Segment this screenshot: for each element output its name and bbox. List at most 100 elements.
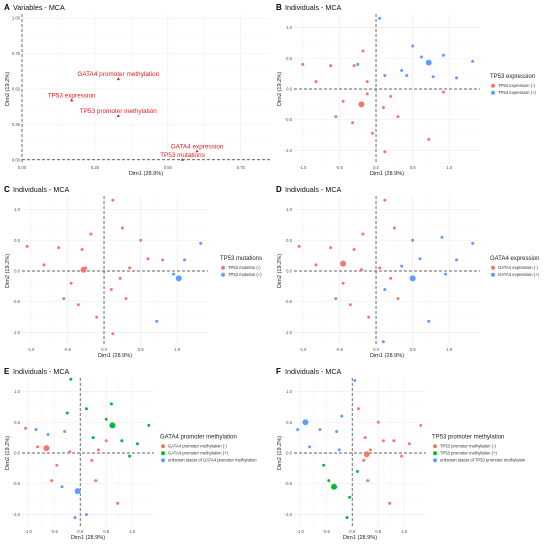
- x-tick-label: 1.0: [129, 529, 135, 534]
- individual-point: [109, 287, 113, 291]
- legend-key: [161, 451, 165, 456]
- y-tick-label: -1.0: [13, 512, 21, 517]
- individual-point: [381, 340, 385, 344]
- y-tick-label: 0.50: [12, 87, 21, 92]
- individual-point: [351, 121, 355, 125]
- variable-point: [180, 157, 185, 161]
- legend-label: TP53 mutation (-): [228, 265, 261, 270]
- variable-point: [116, 114, 120, 117]
- x-axis-title: Dim1 (28.9%): [98, 353, 132, 359]
- variable-label: TP53 mutations: [160, 152, 205, 159]
- individual-point: [69, 281, 73, 285]
- individual-point: [348, 303, 352, 307]
- y-axis-title: Dim2 (19.2%): [277, 436, 283, 470]
- y-tick-label: 0.0: [14, 269, 20, 274]
- individual-point: [68, 450, 72, 454]
- y-tick-label: -0.5: [13, 481, 21, 486]
- individual-point: [183, 258, 187, 262]
- individual-point: [57, 246, 61, 250]
- individual-point: [46, 433, 50, 437]
- legend-key: [161, 458, 165, 463]
- individual-point: [383, 73, 387, 77]
- y-tick-label: -0.5: [285, 299, 293, 304]
- group-centroid: [425, 59, 432, 66]
- y-tick-label: 0.0: [286, 269, 292, 274]
- individual-point: [118, 276, 122, 280]
- y-tick-label: 0.5: [14, 420, 20, 425]
- individual-point: [60, 485, 64, 489]
- x-tick-label: -1.0: [25, 529, 33, 534]
- individual-point: [400, 264, 404, 268]
- variable-point: [195, 149, 199, 153]
- panel-c: C Individuals - MCA -1.0 -0.5 0.0 0.5 1.0 -1.0 -…: [4, 185, 262, 359]
- individual-point: [383, 287, 387, 291]
- x-tick-label: 0.0: [77, 529, 83, 534]
- legend-label: GATA4 promoter methylation (+): [168, 451, 229, 456]
- individual-point: [128, 454, 132, 458]
- x-tick-label: 0.75: [237, 165, 246, 170]
- panel-title: Individuals - MCA: [285, 3, 342, 12]
- y-tick-label: -1.0: [285, 330, 293, 335]
- individual-point: [329, 246, 333, 250]
- x-tick-label: 0.5: [138, 347, 144, 352]
- panel-title: Individuals - MCA: [285, 185, 342, 194]
- y-axis-title: Dim2 (19.2%): [5, 436, 11, 470]
- x-tick-label: -0.5: [336, 165, 344, 170]
- x-tick-label: -0.5: [64, 347, 72, 352]
- x-tick-label: 0.5: [410, 347, 416, 352]
- individual-point: [400, 69, 404, 73]
- x-tick-label: 1.0: [446, 165, 452, 170]
- individual-point: [419, 423, 423, 427]
- y-tick-label: 0.75: [12, 51, 21, 56]
- individual-point: [362, 458, 366, 462]
- individual-point: [73, 516, 77, 520]
- panel-letter: E: [4, 367, 10, 376]
- individual-point: [80, 247, 84, 251]
- individual-point: [392, 226, 396, 230]
- y-tick-label: 1.0: [286, 389, 292, 394]
- legend-label: TP53 promoter methylation (+): [440, 451, 498, 456]
- legend-label: GATA4 expression (+): [498, 272, 540, 277]
- legend-title: GATA4 promoter methylation: [160, 435, 237, 441]
- individual-point: [91, 436, 95, 440]
- individual-point: [341, 281, 345, 285]
- y-tick-label: 0.0: [14, 451, 20, 456]
- individual-point: [427, 137, 431, 141]
- individual-point: [337, 448, 341, 452]
- panel-letter: D: [276, 185, 282, 194]
- individual-point: [455, 258, 459, 262]
- y-tick-label: 1.0: [14, 389, 20, 394]
- individual-point: [90, 458, 94, 462]
- legend-label: TP53 expression (-): [498, 83, 535, 88]
- y-tick-label: 0.0: [286, 451, 292, 456]
- x-axis-title: Dim1 (28.9%): [370, 353, 404, 359]
- individual-point: [297, 244, 301, 248]
- legend-title: TP53 mutations: [220, 256, 262, 262]
- individual-point: [172, 272, 176, 276]
- individual-point: [24, 426, 28, 430]
- x-axis-title: Dim1 (28.9%): [370, 171, 404, 177]
- individual-point: [146, 257, 150, 261]
- group-centroid: [340, 260, 347, 267]
- group-centroid: [43, 445, 50, 452]
- y-tick-label: 1.0: [286, 207, 292, 212]
- individual-point: [441, 90, 445, 94]
- individual-point: [407, 442, 411, 446]
- y-axis-title: Dim2 (19.2%): [277, 254, 283, 288]
- panel-e: E Individuals - MCA -1.0 -0.5 0.0 0.5 1.0 -1.0 -…: [4, 367, 257, 541]
- y-tick-label: 0.25: [12, 122, 21, 127]
- individual-point: [95, 315, 99, 319]
- y-tick-label: 1.0: [286, 25, 292, 30]
- individual-point: [104, 417, 108, 421]
- x-tick-label: 1.0: [174, 347, 180, 352]
- individual-point: [116, 501, 120, 505]
- panel-letter: C: [4, 185, 10, 194]
- individual-point: [441, 53, 445, 57]
- legend-label: TP53 expression (+): [498, 90, 536, 95]
- individual-point: [396, 115, 400, 119]
- individual-point: [34, 428, 38, 432]
- variable-label: TP53 promoter methylation: [80, 108, 158, 115]
- individual-point: [318, 428, 322, 432]
- x-tick-label: -1.0: [297, 529, 305, 534]
- x-tick-label: 0.0: [101, 347, 107, 352]
